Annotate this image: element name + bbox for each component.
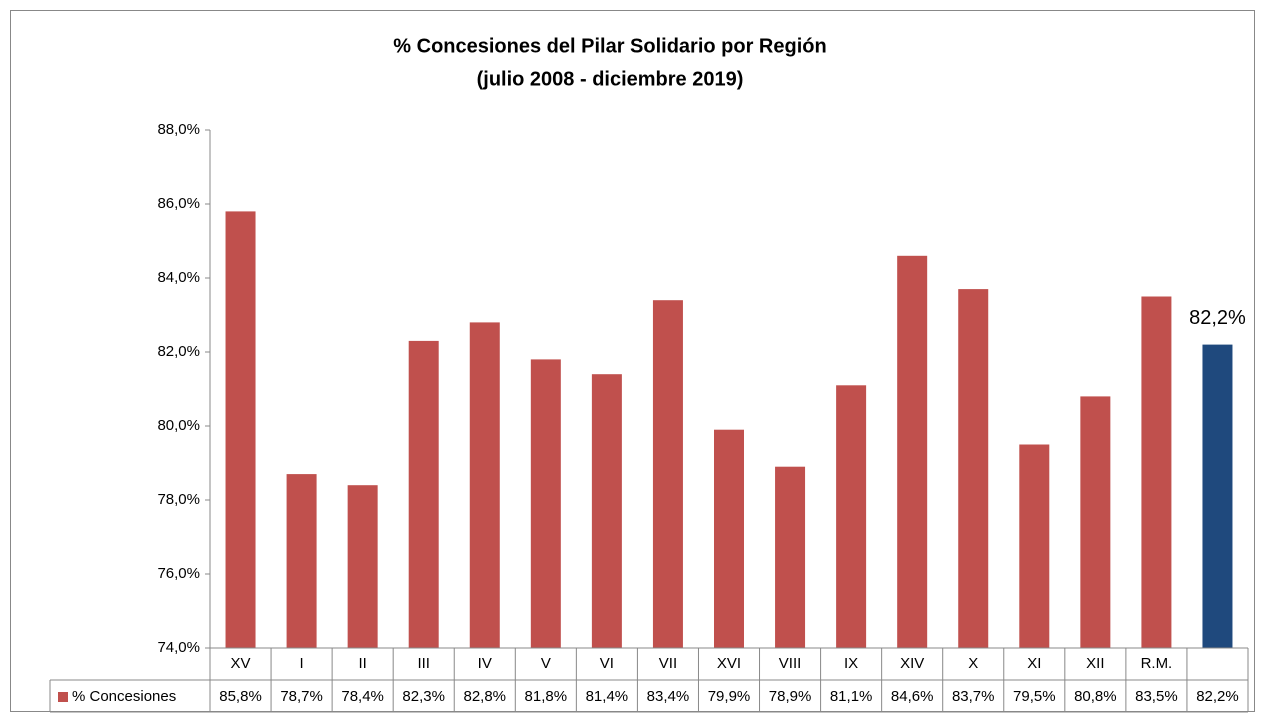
x-tick-label: X xyxy=(968,655,978,672)
bar xyxy=(347,485,378,648)
x-tick-label: III xyxy=(417,655,430,672)
table-value: 78,4% xyxy=(341,688,384,705)
chart-title: % Concesiones del Pilar Solidario por Re… xyxy=(393,35,826,57)
bar xyxy=(836,385,867,648)
table-value: 83,5% xyxy=(1135,688,1178,705)
table-value: 84,6% xyxy=(891,688,934,705)
table-value: 78,7% xyxy=(280,688,323,705)
x-tick-label: II xyxy=(358,655,366,672)
x-tick-label: I xyxy=(300,655,304,672)
x-tick-label: XII xyxy=(1086,655,1104,672)
x-tick-label: R.M. xyxy=(1141,655,1173,672)
y-tick-label: 84,0% xyxy=(157,269,200,286)
bar xyxy=(591,374,622,648)
bar xyxy=(897,255,928,649)
table-value: 83,7% xyxy=(952,688,995,705)
legend-swatch xyxy=(58,692,68,702)
bar xyxy=(530,359,561,648)
table-value: 81,4% xyxy=(586,688,629,705)
table-value: 78,9% xyxy=(769,688,812,705)
x-tick-label: XVI xyxy=(717,655,741,672)
table-value: 83,4% xyxy=(647,688,690,705)
table-value: 82,8% xyxy=(463,688,506,705)
chart-frame xyxy=(10,10,1255,712)
y-tick-label: 76,0% xyxy=(157,565,200,582)
x-tick-label: XI xyxy=(1027,655,1041,672)
x-tick-label: VI xyxy=(600,655,614,672)
y-tick-label: 86,0% xyxy=(157,195,200,212)
x-tick-label: IV xyxy=(478,655,492,672)
table-value: 85,8% xyxy=(219,688,262,705)
chart-subtitle: (julio 2008 - diciembre 2019) xyxy=(477,68,744,90)
y-tick-label: 80,0% xyxy=(157,417,200,434)
y-tick-label: 82,0% xyxy=(157,343,200,360)
x-tick-label: XV xyxy=(231,655,251,672)
bar xyxy=(286,474,317,648)
x-tick-label: XIV xyxy=(900,655,924,672)
bar xyxy=(958,289,989,648)
table-value: 81,1% xyxy=(830,688,873,705)
bar xyxy=(1019,444,1050,648)
bar xyxy=(408,340,439,648)
bar xyxy=(1080,396,1111,648)
x-tick-label: VII xyxy=(659,655,677,672)
bar xyxy=(469,322,500,648)
table-value: 82,3% xyxy=(402,688,445,705)
legend-label: % Concesiones xyxy=(72,688,176,705)
table-value: 80,8% xyxy=(1074,688,1117,705)
x-tick-label: V xyxy=(541,655,551,672)
bar xyxy=(652,300,683,648)
y-tick-label: 74,0% xyxy=(157,639,200,656)
bar xyxy=(225,211,256,648)
table-value: 79,9% xyxy=(708,688,751,705)
bar xyxy=(714,429,744,648)
table-value: 79,5% xyxy=(1013,688,1056,705)
y-tick-label: 88,0% xyxy=(157,121,200,138)
bar xyxy=(1141,296,1172,648)
bar xyxy=(1202,344,1233,648)
y-tick-label: 78,0% xyxy=(157,491,200,508)
x-tick-label: VIII xyxy=(779,655,802,672)
table-value: 81,8% xyxy=(525,688,568,705)
data-label: 82,2% xyxy=(1189,307,1246,329)
x-tick-label: IX xyxy=(844,655,858,672)
table-value: 82,2% xyxy=(1196,688,1239,705)
bar xyxy=(775,466,806,648)
